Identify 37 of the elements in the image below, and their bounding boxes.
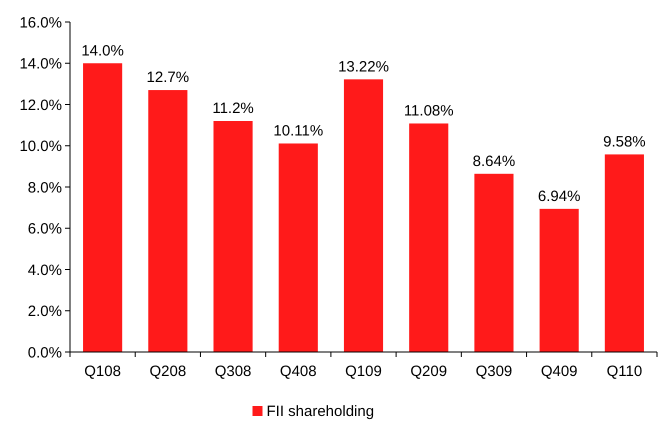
data-label: 10.11%	[273, 122, 324, 140]
bar	[83, 63, 122, 352]
data-label: 11.2%	[212, 100, 254, 117]
x-tick-label: Q309	[476, 363, 512, 380]
y-tick-label: 12.0%	[19, 96, 62, 114]
y-tick-label: 2.0%	[28, 303, 62, 320]
y-tick-label: 6.0%	[28, 220, 62, 238]
bar	[474, 174, 514, 352]
x-tick-label: Q110	[606, 363, 642, 380]
bar	[344, 79, 384, 352]
legend-label: FII shareholding	[266, 403, 374, 420]
x-tick-label: Q209	[410, 363, 448, 380]
data-label: 8.64%	[472, 152, 516, 170]
bar	[604, 154, 644, 352]
y-tick-label: 4.0%	[28, 262, 62, 279]
bar	[278, 143, 318, 352]
x-tick-label: Q208	[149, 363, 186, 380]
x-tick-label: Q308	[214, 363, 252, 380]
bar	[148, 90, 188, 352]
y-tick-label: 10.0%	[19, 138, 62, 155]
data-label: 13.22%	[338, 58, 389, 76]
data-label: 9.58%	[603, 133, 646, 150]
data-label: 14.0%	[81, 42, 124, 60]
y-tick-label: 0.0%	[28, 344, 62, 362]
bar	[540, 208, 579, 352]
bar	[409, 123, 448, 352]
y-tick-label: 8.0%	[28, 179, 62, 196]
x-tick-label: Q108	[84, 363, 121, 380]
y-tick-label: 14.0%	[19, 56, 62, 72]
data-label: 6.94%	[538, 188, 580, 205]
x-tick-label: Q109	[345, 363, 382, 380]
bar	[213, 121, 253, 352]
data-label: 11.08%	[404, 102, 454, 120]
x-tick-label: Q408	[280, 363, 317, 380]
x-tick-label: Q409	[540, 363, 578, 380]
y-tick-label: 16.0%	[19, 14, 62, 32]
data-label: 12.7%	[146, 69, 190, 86]
